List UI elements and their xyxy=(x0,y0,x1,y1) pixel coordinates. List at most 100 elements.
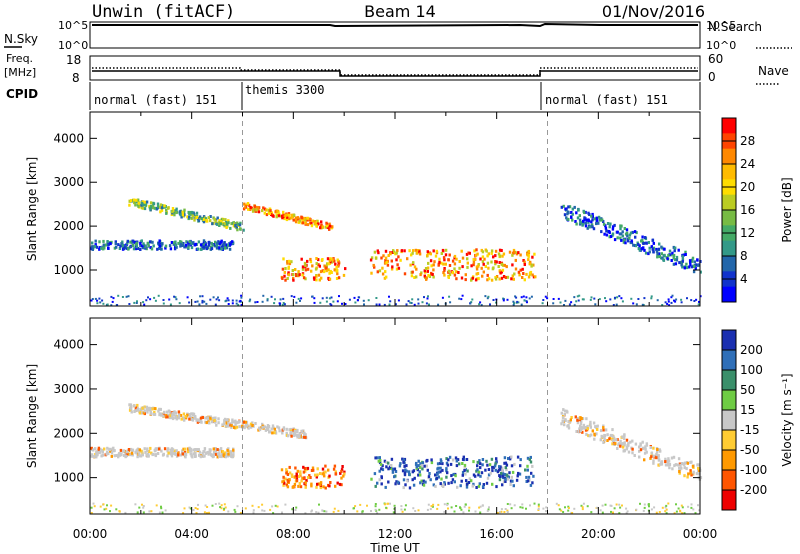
scatter-cell xyxy=(154,299,157,302)
scatter-cell xyxy=(564,418,567,422)
scatter-cell xyxy=(505,463,509,467)
scatter-cell xyxy=(90,446,93,450)
scatter-cell xyxy=(500,249,503,252)
scatter-cell xyxy=(393,475,396,479)
scatter-cell xyxy=(135,451,138,455)
scatter-cell xyxy=(692,470,695,474)
scatter-cell xyxy=(198,453,201,457)
scatter-cell xyxy=(693,260,696,264)
scatter-cell xyxy=(118,247,122,250)
scatter-cell xyxy=(491,469,494,473)
scatter-cell xyxy=(509,479,513,483)
scatter-cell xyxy=(187,217,190,221)
scatter-cell xyxy=(475,486,478,489)
scatter-cell xyxy=(204,420,207,424)
scatter-cell xyxy=(192,412,195,416)
scatter-cell xyxy=(638,455,641,459)
scatter-cell xyxy=(324,464,327,468)
scatter-cell xyxy=(463,469,466,472)
scatter-cell xyxy=(214,240,217,244)
scatter-cell xyxy=(162,302,165,305)
scatter-cell xyxy=(628,233,632,237)
scatter-cell xyxy=(203,511,206,514)
scatter-cell xyxy=(389,252,392,256)
scatter-cell xyxy=(532,275,536,279)
scatter-cell xyxy=(289,427,293,431)
scatter-cell xyxy=(527,249,530,253)
scatter-cell xyxy=(304,512,307,515)
scatter-cell xyxy=(427,503,430,506)
scatter-cell xyxy=(496,470,500,474)
scatter-cell xyxy=(464,278,467,282)
scatter-cell xyxy=(242,207,246,211)
scatter-cell xyxy=(494,249,498,253)
scatter-cell xyxy=(615,438,618,442)
scatter-cell xyxy=(618,295,621,298)
scatter-cell xyxy=(152,206,155,210)
scatter-cell xyxy=(247,207,250,211)
scatter-cell xyxy=(309,257,312,261)
scatter-cell xyxy=(306,466,310,470)
scatter-cell xyxy=(428,275,432,278)
scatter-cell xyxy=(417,464,420,468)
scatter-cell xyxy=(191,455,194,459)
scatter-cell xyxy=(213,217,216,221)
scatter-cell xyxy=(699,295,702,298)
scatter-cell xyxy=(668,304,671,307)
scatter-cell xyxy=(577,430,581,434)
scatter-cell xyxy=(129,453,132,457)
scatter-cell xyxy=(202,220,206,224)
scatter-cell xyxy=(341,465,344,468)
scatter-cell xyxy=(287,212,291,216)
scatter-cell xyxy=(324,486,327,490)
scatter-cell xyxy=(117,294,120,297)
scatter-cell xyxy=(110,295,113,298)
scatter-cell xyxy=(225,424,228,428)
scatter-cell xyxy=(237,303,240,306)
scatter-cell xyxy=(662,258,665,262)
scatter-cell xyxy=(603,232,606,236)
scatter-cell xyxy=(90,453,94,457)
scatter-cell xyxy=(486,273,489,277)
scatter-cell xyxy=(433,260,436,264)
scatter-cell xyxy=(271,431,274,435)
scatter-cell xyxy=(502,252,506,256)
scatter-cell xyxy=(302,477,306,481)
scatter-cell xyxy=(225,226,228,229)
scatter-cell xyxy=(402,486,405,490)
scatter-cell xyxy=(298,435,301,438)
scatter-cell xyxy=(634,244,638,248)
scatter-cell xyxy=(295,477,299,481)
scatter-cell xyxy=(239,221,242,225)
scatter-cell xyxy=(464,503,467,506)
scatter-cell xyxy=(242,420,245,424)
scatter-cell xyxy=(209,416,212,420)
scatter-cell xyxy=(566,424,569,428)
scatter-cell xyxy=(110,504,113,507)
scatter-cell xyxy=(282,302,285,304)
scatter-cell xyxy=(427,475,431,479)
scatter-cell xyxy=(302,217,305,221)
scatter-cell xyxy=(376,512,379,515)
scatter-cell xyxy=(507,457,510,460)
scatter-cell xyxy=(418,250,421,254)
scatter-cell xyxy=(217,246,221,250)
scatter-cell xyxy=(560,411,563,415)
scatter-cell xyxy=(301,265,305,269)
scatter-cell xyxy=(223,503,226,506)
scatter-cell xyxy=(102,302,105,305)
scatter-cell xyxy=(195,211,199,215)
scatter-cell xyxy=(468,251,471,255)
scatter-cell xyxy=(270,295,273,298)
scatter-cell xyxy=(281,304,284,306)
scatter-cell xyxy=(428,251,431,255)
freq-tick-low: 8 xyxy=(72,71,80,85)
scatter-cell xyxy=(415,465,418,469)
scatter-cell xyxy=(257,506,260,509)
scatter-cell xyxy=(513,462,516,466)
scatter-cell xyxy=(500,510,503,513)
freq-tick-high: 18 xyxy=(66,53,81,67)
scatter-cell xyxy=(623,227,626,230)
scatter-cell xyxy=(664,457,667,461)
scatter-cell xyxy=(527,275,531,279)
